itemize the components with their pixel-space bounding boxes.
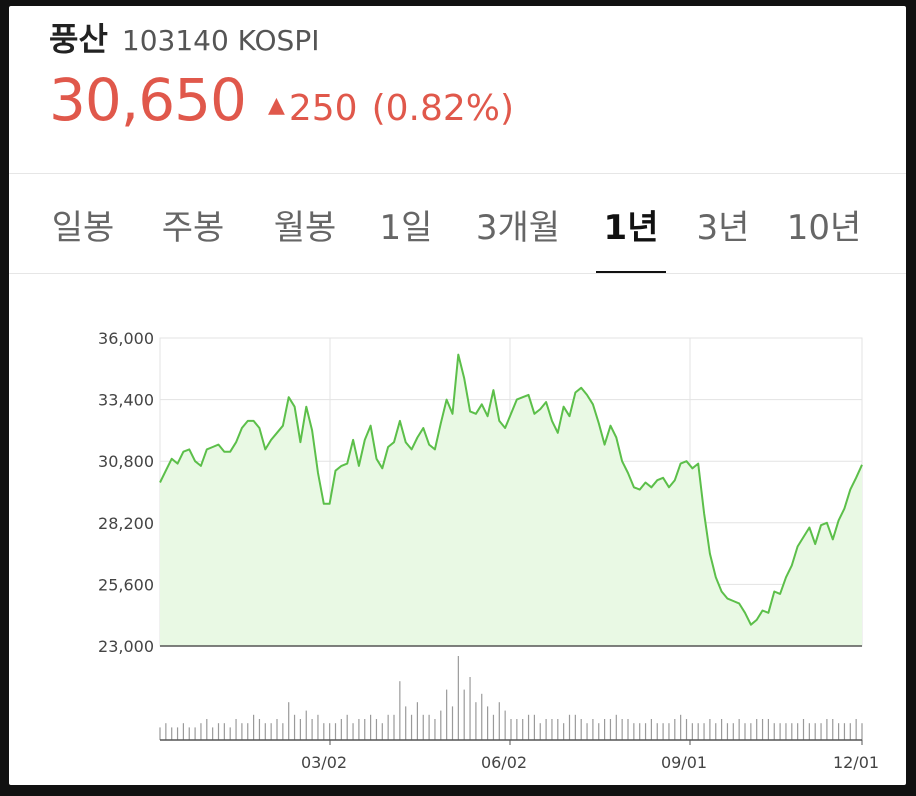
up-arrow-icon: ▲ xyxy=(267,93,285,118)
tabs-divider xyxy=(9,273,906,274)
stock-header: 풍산 103140 KOSPI 30,650 ▲ 250 (0.82%) xyxy=(49,14,514,134)
tab-1day[interactable]: 1일 xyxy=(379,208,433,248)
stock-name-row: 풍산 103140 KOSPI xyxy=(49,14,514,58)
price-change: 250 xyxy=(288,88,358,129)
header-divider xyxy=(9,173,906,174)
tab-10year[interactable]: 10년 xyxy=(786,208,862,248)
tab-monthly[interactable]: 월봉 xyxy=(273,208,337,248)
x-tick-label: 06/02 xyxy=(481,753,527,772)
tab-daily[interactable]: 일봉 xyxy=(51,208,115,248)
stock-name: 풍산 xyxy=(49,20,108,58)
price-area-layer xyxy=(159,353,863,647)
x-tick-label: 03/02 xyxy=(301,753,347,772)
price-change-percent: (0.82%) xyxy=(371,88,515,129)
x-axis-ticks: 03/02 06/02 09/01 12/01 xyxy=(301,740,879,772)
y-tick-label: 28,200 xyxy=(98,514,154,533)
y-tick-label: 25,600 xyxy=(98,575,154,594)
tab-1year[interactable]: 1년 xyxy=(596,198,666,274)
tab-weekly[interactable]: 주봉 xyxy=(161,208,225,248)
stock-card: 풍산 103140 KOSPI 30,650 ▲ 250 (0.82%) 일봉 … xyxy=(9,6,906,785)
y-tick-label: 36,000 xyxy=(98,329,154,348)
tab-3month[interactable]: 3개월 xyxy=(475,208,561,248)
current-price: 30,650 xyxy=(49,66,247,134)
price-chart: 36,000 33,400 30,800 28,200 25,600 23,000 03/… xyxy=(98,329,879,772)
y-axis-ticks: 36,000 33,400 30,800 28,200 25,600 23,000 xyxy=(98,329,154,656)
x-tick-label: 09/01 xyxy=(661,753,707,772)
y-tick-label: 23,000 xyxy=(98,637,154,656)
period-tabs: 일봉 주봉 월봉 1일 3개월 1년 3년 10년 xyxy=(9,184,906,274)
volume-chart xyxy=(159,656,863,741)
y-tick-label: 33,400 xyxy=(98,391,154,410)
tab-3year[interactable]: 3년 xyxy=(696,208,750,248)
price-line xyxy=(159,353,863,626)
x-tick-label: 12/01 xyxy=(833,753,879,772)
price-row: 30,650 ▲ 250 (0.82%) xyxy=(49,66,514,134)
price-area-fill xyxy=(160,354,862,646)
stock-code: 103140 KOSPI xyxy=(121,24,320,57)
y-tick-label: 30,800 xyxy=(98,452,154,471)
